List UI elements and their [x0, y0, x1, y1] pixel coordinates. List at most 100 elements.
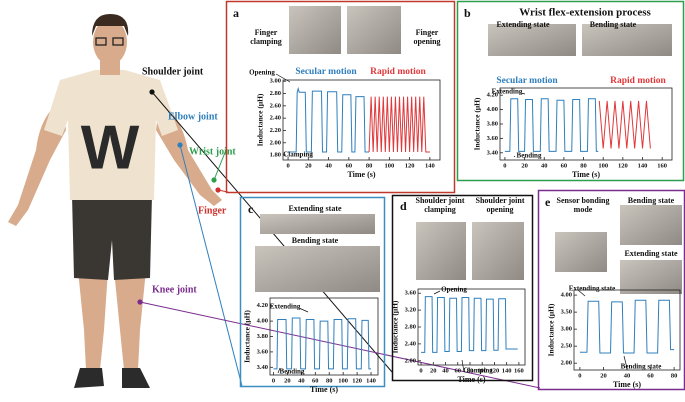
- photo-caption: Bending state: [291, 236, 339, 245]
- x-tick-label: 20: [430, 367, 437, 374]
- y-tick-label: 3.60: [487, 135, 498, 142]
- y-axis-label: Inductance (μH): [473, 97, 482, 150]
- photo-caption: Sensor bonding mode: [556, 196, 610, 214]
- annotation-arrow: [277, 367, 281, 374]
- photo: [347, 6, 401, 54]
- annotation-arrow: [275, 73, 291, 83]
- photo: [620, 260, 682, 294]
- joint-label: Wrist joint: [189, 146, 236, 157]
- annotation: Opening: [249, 69, 275, 77]
- x-tick-label: 60: [312, 377, 319, 384]
- y-tick-label: 4.00: [487, 106, 498, 113]
- y-tick-label: 3.40: [257, 364, 268, 371]
- photo-caption: Bending state: [627, 196, 675, 205]
- line-series: [273, 317, 372, 370]
- y-tick-label: 2.00: [561, 360, 572, 367]
- annotation: Extending state: [569, 285, 615, 293]
- series-label: Secular motion: [496, 76, 558, 86]
- panel-letter: a: [233, 6, 239, 20]
- panel-title: Wrist flex-extension process: [519, 7, 651, 19]
- y-axis-label: Inductance (μH): [243, 310, 252, 363]
- x-axis-label: Time (s): [572, 170, 600, 179]
- annotation-arrow: [513, 155, 516, 158]
- x-tick-label: 160: [657, 162, 667, 169]
- annotation-arrow: [520, 92, 526, 95]
- panel-letter: c: [248, 202, 254, 216]
- x-tick-label: 100: [338, 377, 348, 384]
- y-tick-label: 3.00: [270, 78, 281, 85]
- x-axis-label: Time (s): [347, 170, 375, 179]
- x-tick-label: 140: [502, 367, 512, 374]
- annotation: Extending: [270, 303, 301, 311]
- y-tick-label: 2.20: [270, 127, 281, 134]
- x-tick-label: 120: [405, 162, 415, 169]
- x-tick-label: 0: [286, 162, 289, 169]
- y-axis-label: Inductance (μH): [391, 300, 400, 353]
- annotation: Opening: [441, 286, 467, 294]
- joint-label: Shoulder joint: [142, 66, 204, 77]
- x-tick-label: 60: [561, 162, 568, 169]
- joint-dot: [149, 89, 155, 95]
- line-series: [504, 98, 599, 152]
- x-tick-label: 0: [578, 372, 581, 379]
- joint-label: Elbow joint: [168, 111, 218, 122]
- panel-frame: [239, 196, 386, 388]
- photo: [289, 6, 341, 54]
- line-series: [421, 296, 518, 353]
- x-tick-label: 20: [305, 162, 312, 169]
- joint-dot: [215, 187, 221, 193]
- y-tick-label: 4.00: [257, 318, 268, 325]
- y-tick-label: 1.80: [270, 152, 281, 159]
- x-tick-label: 20: [521, 162, 528, 169]
- x-tick-label: 100: [384, 162, 394, 169]
- annotation: Bending state: [621, 363, 662, 371]
- x-tick-label: 20: [284, 377, 291, 384]
- annotation: Bending: [280, 368, 305, 376]
- y-tick-label: 2.80: [270, 90, 281, 97]
- y-tick-label: 2.80: [405, 323, 416, 330]
- photo: [620, 205, 682, 245]
- y-tick-label: 4.00: [561, 292, 572, 299]
- series-label: Rapid motion: [610, 76, 666, 86]
- annotation: Clamping: [283, 151, 313, 159]
- plot-frame: [499, 87, 673, 161]
- photo-caption: Finger opening: [413, 28, 441, 46]
- panel-letter: e: [545, 195, 551, 209]
- shirt-letter: W: [81, 113, 140, 182]
- annotation-arrow: [433, 290, 441, 295]
- annotation-arrow: [623, 355, 628, 369]
- x-tick-label: 40: [442, 367, 449, 374]
- connector: [139, 301, 541, 389]
- photo-caption: Extending state: [624, 249, 678, 258]
- x-tick-label: 60: [647, 372, 654, 379]
- y-tick-label: 2.40: [405, 340, 416, 347]
- line-series: [579, 299, 675, 354]
- series-label: Rapid motion: [370, 67, 426, 77]
- photo-caption: Finger clamping: [250, 28, 282, 46]
- y-tick-label: 3.80: [257, 333, 268, 340]
- y-tick-label: 4.20: [487, 92, 498, 99]
- photo-caption: Shoulder joint opening: [475, 196, 525, 214]
- x-tick-label: 80: [326, 377, 333, 384]
- x-tick-label: 80: [467, 367, 474, 374]
- y-tick-label: 2.60: [270, 102, 281, 109]
- plot-frame: [417, 288, 526, 366]
- annotation: Clamping: [463, 367, 493, 375]
- series-label: Secular motion: [295, 67, 357, 77]
- y-tick-label: 2.40: [270, 115, 281, 122]
- photo: [472, 222, 524, 280]
- x-tick-label: 100: [598, 162, 608, 169]
- panel-letter: d: [400, 199, 407, 213]
- x-axis-label: Time (s): [613, 380, 641, 389]
- x-tick-label: 140: [366, 377, 376, 384]
- photo: [488, 24, 576, 56]
- panel-frame: [225, 0, 456, 194]
- line-series: [598, 100, 651, 149]
- x-tick-label: 80: [580, 162, 587, 169]
- photo-caption: Bending state: [589, 20, 637, 29]
- joint-dot: [211, 177, 217, 183]
- y-tick-label: 2.00: [405, 357, 416, 364]
- connector: [213, 149, 227, 181]
- x-tick-label: 160: [514, 367, 524, 374]
